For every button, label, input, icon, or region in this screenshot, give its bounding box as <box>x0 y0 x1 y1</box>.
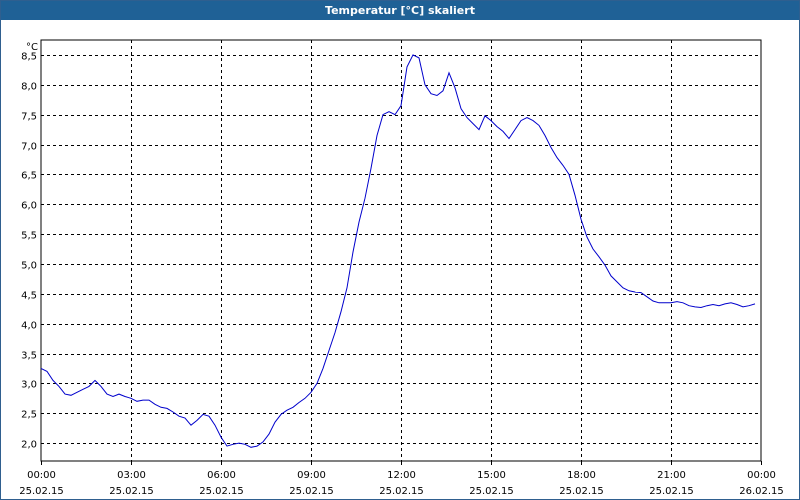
y-tick-label: 8,0 <box>21 82 37 93</box>
x-tick-date-label: 25.02.15 <box>559 486 604 497</box>
temperature-series-line <box>40 54 756 448</box>
x-tick-date-label: 26.02.15 <box>739 486 784 497</box>
y-axis-unit: °C <box>26 42 38 53</box>
x-tick-time-label: 00:00 <box>747 470 776 481</box>
y-tick-label: 2,5 <box>21 410 37 421</box>
x-tick-time-label: 00:00 <box>27 470 56 481</box>
x-axis-ticks: 00:00 25.02.15 03:00 25.02.15 06:00 25.02.15 0… <box>19 461 784 497</box>
y-tick-label: 6,0 <box>21 201 37 212</box>
x-tick-time-label: 06:00 <box>207 470 236 481</box>
x-tick-time-label: 15:00 <box>477 470 506 481</box>
x-tick-date-label: 25.02.15 <box>469 486 514 497</box>
y-tick-label: 5,5 <box>21 231 37 242</box>
x-tick-date-label: 25.02.15 <box>19 486 64 497</box>
x-tick-time-label: 21:00 <box>657 470 686 481</box>
x-tick-date-label: 25.02.15 <box>199 486 244 497</box>
y-tick-label: 2,0 <box>21 440 37 451</box>
x-tick-time-label: 18:00 <box>567 470 596 481</box>
x-tick-date-label: 25.02.15 <box>289 486 334 497</box>
x-tick-time-label: 03:00 <box>117 470 146 481</box>
y-axis-ticks: 2,0 2,5 3,0 3,5 4,0 4,5 5,0 5,5 6,0 6,5 7,0 7,5 8,0 8… <box>21 52 37 451</box>
y-tick-label: 5,0 <box>21 261 37 272</box>
y-tick-label: 4,5 <box>21 291 37 302</box>
y-tick-label: 3,5 <box>21 351 37 362</box>
y-tick-label: 6,5 <box>21 171 37 182</box>
chart-title: Temperatur [°C] skaliert <box>1 1 799 20</box>
x-tick-date-label: 25.02.15 <box>649 486 694 497</box>
y-tick-label: 3,0 <box>21 380 37 391</box>
x-tick-date-label: 25.02.15 <box>379 486 424 497</box>
y-tick-label: 7,5 <box>21 112 37 123</box>
x-tick-time-label: 09:00 <box>297 470 326 481</box>
y-tick-label: 4,0 <box>21 321 37 332</box>
y-tick-label: 8,5 <box>21 52 37 63</box>
x-tick-date-label: 25.02.15 <box>109 486 154 497</box>
x-tick-time-label: 12:00 <box>387 470 416 481</box>
y-tick-label: 7,0 <box>21 142 37 153</box>
grid-lines <box>41 40 761 461</box>
